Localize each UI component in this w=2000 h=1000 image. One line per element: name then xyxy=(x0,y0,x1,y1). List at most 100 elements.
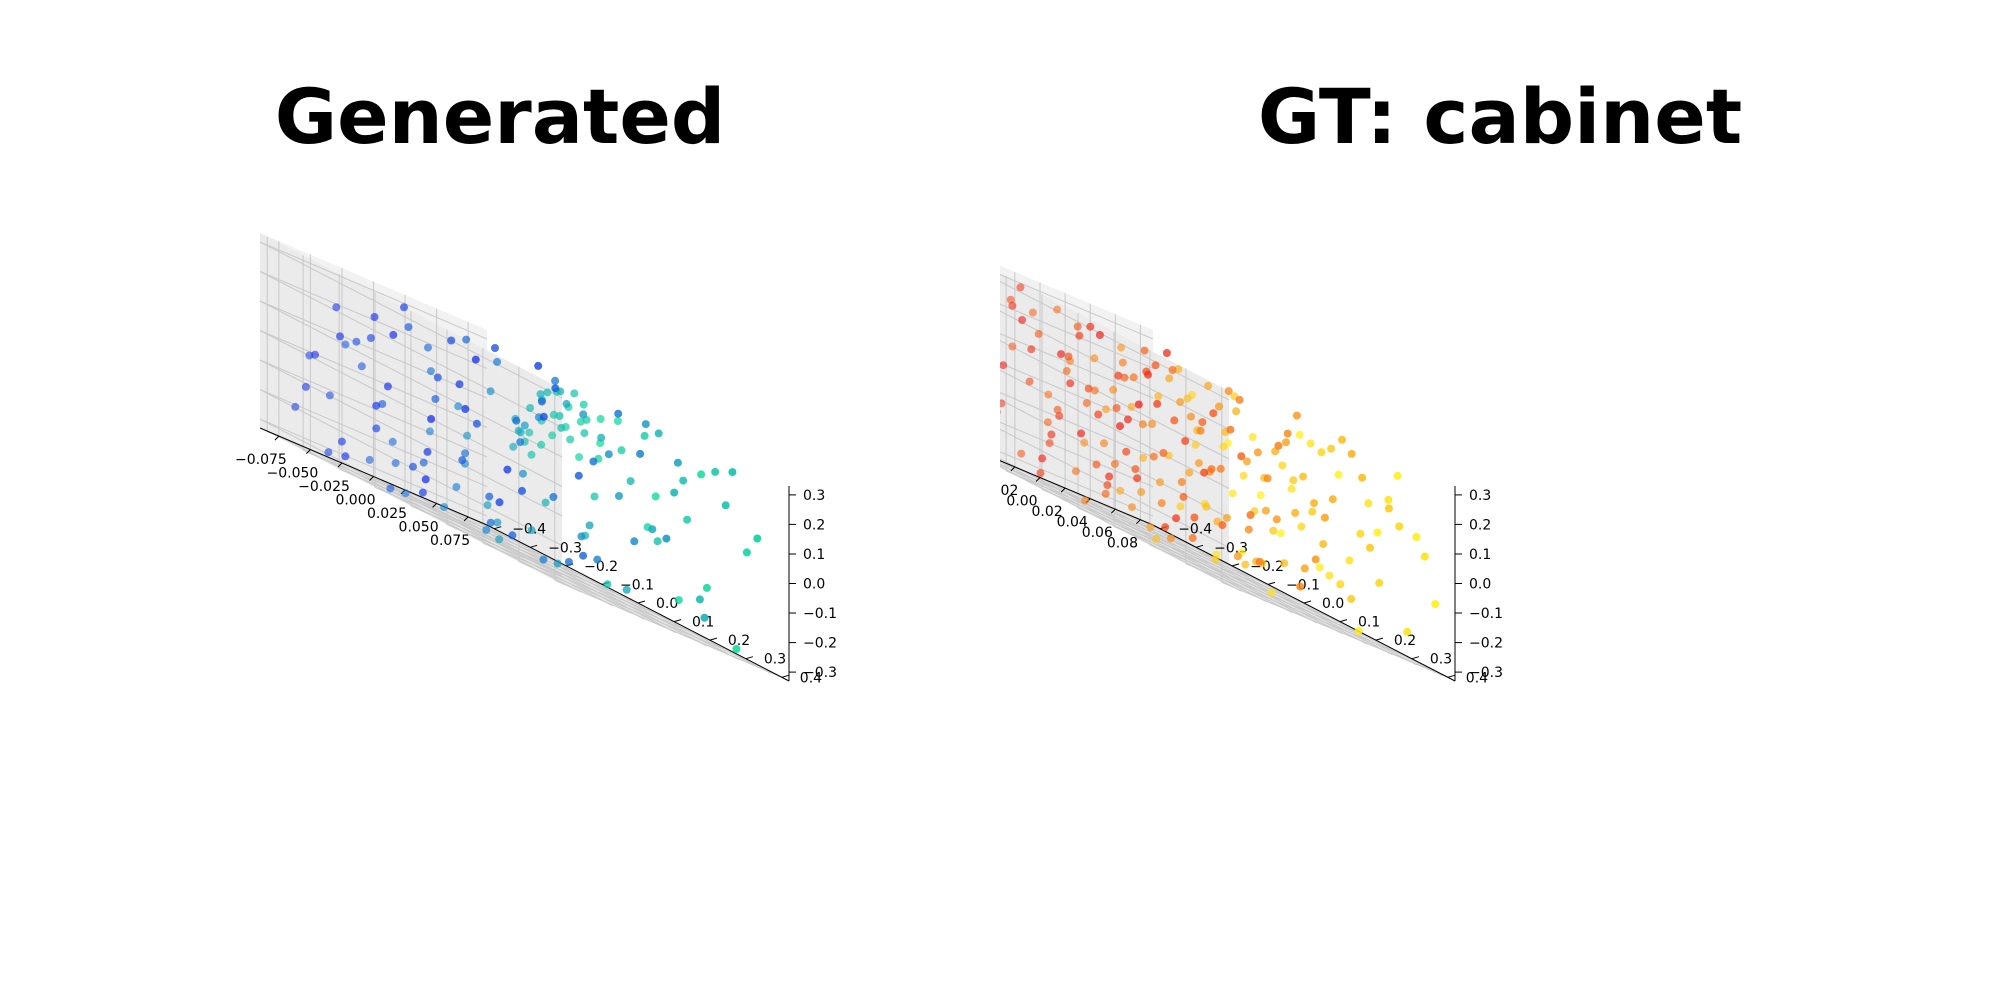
data-point xyxy=(1176,502,1185,511)
data-point xyxy=(1053,405,1062,414)
data-point xyxy=(648,525,657,534)
data-point xyxy=(1073,322,1082,331)
y-tick xyxy=(637,600,646,604)
data-point xyxy=(1177,478,1186,486)
data-point xyxy=(1347,595,1356,603)
data-point xyxy=(1233,552,1242,561)
data-point xyxy=(1292,411,1301,420)
data-point xyxy=(580,429,589,438)
data-point xyxy=(1090,354,1099,363)
data-point xyxy=(454,402,463,411)
y-tick-label: 0.4 xyxy=(1466,670,1488,686)
data-point xyxy=(1354,626,1363,635)
data-point xyxy=(1036,469,1045,477)
data-point xyxy=(1064,352,1073,361)
data-point xyxy=(1025,377,1034,386)
data-point xyxy=(1082,399,1091,408)
grid-line xyxy=(259,330,488,428)
scatter3d-plot: −0.08−0.06−0.04−0.020.000.020.040.060.08… xyxy=(1000,265,1503,686)
data-point xyxy=(1120,373,1129,382)
x-tick-label: 0.02 xyxy=(1032,504,1063,520)
data-point xyxy=(482,526,491,534)
data-point xyxy=(585,521,594,530)
x-tick xyxy=(463,516,469,522)
x-tick-label: 0.000 xyxy=(335,493,375,509)
data-point xyxy=(519,469,527,478)
data-point xyxy=(425,427,434,436)
y-tick-label: −0.3 xyxy=(548,540,582,556)
grid-line xyxy=(410,505,639,604)
data-point xyxy=(1008,301,1017,310)
data-point xyxy=(551,384,560,393)
data-point xyxy=(1232,407,1241,416)
data-point xyxy=(1112,404,1121,412)
data-point xyxy=(1139,453,1148,462)
data-point xyxy=(653,537,662,546)
data-point xyxy=(378,400,387,408)
y-tick-label: 0.3 xyxy=(1430,652,1452,668)
x-tick xyxy=(369,476,374,481)
data-point xyxy=(1080,438,1089,447)
data-point xyxy=(520,421,529,430)
data-point xyxy=(471,355,480,364)
data-point xyxy=(574,471,583,480)
data-point xyxy=(1190,513,1199,522)
data-point xyxy=(636,449,645,458)
data-point xyxy=(1044,390,1053,399)
data-point xyxy=(579,410,588,419)
data-point xyxy=(641,420,650,429)
data-point xyxy=(603,580,612,589)
data-point xyxy=(1272,515,1281,524)
data-point xyxy=(539,555,548,564)
data-point xyxy=(1191,440,1200,449)
data-point xyxy=(1000,409,1001,415)
data-point xyxy=(1105,472,1114,481)
y-tick-label: −0.4 xyxy=(1178,522,1212,538)
grid-line xyxy=(259,270,563,428)
data-point xyxy=(503,465,512,474)
z-tick-label: −0.1 xyxy=(803,606,837,622)
z-tick-label: 0.0 xyxy=(1469,577,1491,593)
data-point xyxy=(670,488,679,497)
data-point xyxy=(1134,400,1143,409)
data-point xyxy=(1274,441,1283,450)
data-point xyxy=(1345,556,1354,565)
x-tick xyxy=(1035,477,1041,482)
data-point xyxy=(1179,492,1188,501)
data-point xyxy=(626,477,635,486)
data-point xyxy=(1241,560,1250,569)
data-point xyxy=(640,431,649,440)
data-point xyxy=(1261,506,1270,515)
grid-line xyxy=(259,241,563,399)
data-point xyxy=(366,334,375,342)
data-point xyxy=(537,397,546,406)
y-tick-label: 0.1 xyxy=(692,615,714,631)
data-point xyxy=(493,357,502,366)
data-point xyxy=(1338,435,1346,444)
y-tick-label: 0.4 xyxy=(800,670,822,686)
z-tick-label: 0.3 xyxy=(803,488,825,504)
data-point xyxy=(1327,444,1336,453)
data-point xyxy=(1308,507,1317,516)
data-point xyxy=(1137,488,1146,496)
z-tick-label: −0.2 xyxy=(1469,636,1503,652)
data-point xyxy=(1296,582,1305,591)
x-tick xyxy=(1060,487,1066,493)
data-point xyxy=(1319,540,1328,549)
data-point xyxy=(1366,543,1374,552)
data-point xyxy=(1000,399,1006,408)
data-point xyxy=(332,303,341,312)
data-point xyxy=(426,367,435,376)
y-tick-label: −0.2 xyxy=(584,559,618,575)
data-point xyxy=(562,399,571,408)
data-point xyxy=(1055,411,1064,420)
y-tick-label: 0.2 xyxy=(728,633,750,649)
x-tick xyxy=(274,435,280,441)
data-point xyxy=(518,486,526,495)
data-point xyxy=(679,476,688,485)
data-point xyxy=(1128,503,1136,512)
z-tick-label: −0.3 xyxy=(803,665,837,681)
y-tick xyxy=(1339,619,1348,623)
data-point xyxy=(1038,454,1047,463)
data-point xyxy=(541,498,550,507)
